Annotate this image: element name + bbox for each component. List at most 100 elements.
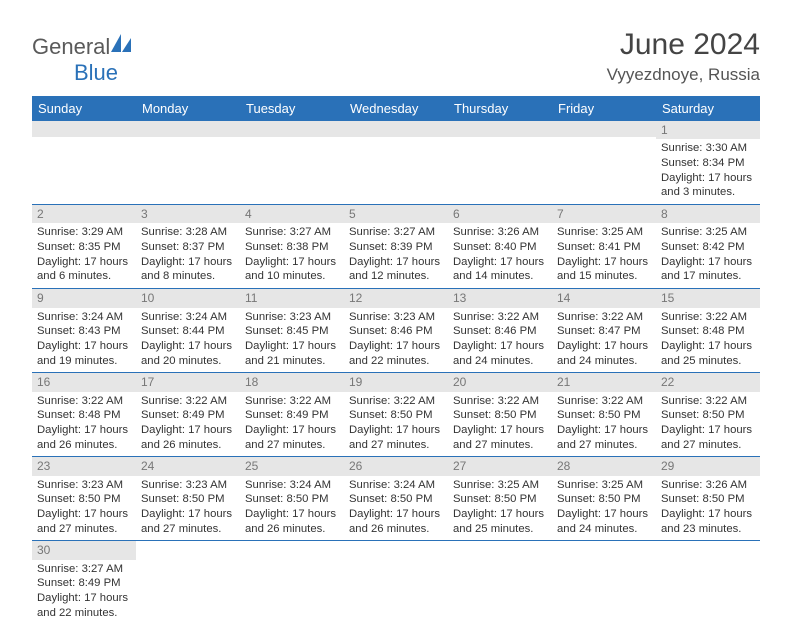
day-info-line: Sunrise: 3:26 AM [453,225,547,240]
day-info-line: Sunset: 8:50 PM [141,492,235,507]
day-number: 24 [136,457,240,475]
location: Vyyezdnoye, Russia [607,65,760,85]
day-info: Sunrise: 3:22 AMSunset: 8:49 PMDaylight:… [240,392,344,457]
day-info-line: Sunset: 8:39 PM [349,240,443,255]
day-info: Sunrise: 3:22 AMSunset: 8:48 PMDaylight:… [656,308,760,373]
calendar-cell: 15Sunrise: 3:22 AMSunset: 8:48 PMDayligh… [656,289,760,373]
day-info-line: Daylight: 17 hours and 6 minutes. [37,255,131,284]
calendar-cell: 10Sunrise: 3:24 AMSunset: 8:44 PMDayligh… [136,289,240,373]
day-info-line: Sunset: 8:50 PM [557,408,651,423]
day-info-line: Sunset: 8:43 PM [37,324,131,339]
calendar-cell: 25Sunrise: 3:24 AMSunset: 8:50 PMDayligh… [240,457,344,541]
day-info-line: Sunrise: 3:27 AM [349,225,443,240]
day-info-line: Sunrise: 3:25 AM [557,225,651,240]
day-number: 1 [656,121,760,139]
day-info-line: Sunset: 8:50 PM [453,492,547,507]
calendar-cell: 28Sunrise: 3:25 AMSunset: 8:50 PMDayligh… [552,457,656,541]
day-info: Sunrise: 3:22 AMSunset: 8:48 PMDaylight:… [32,392,136,457]
day-info-line: Daylight: 17 hours and 24 minutes. [557,507,651,536]
day-info-line: Daylight: 17 hours and 17 minutes. [661,255,755,284]
weekday-header: Tuesday [240,96,344,121]
day-info-line: Sunrise: 3:23 AM [245,310,339,325]
day-info-line: Sunset: 8:47 PM [557,324,651,339]
day-info-line: Daylight: 17 hours and 10 minutes. [245,255,339,284]
weekday-header: Monday [136,96,240,121]
day-info-line: Daylight: 17 hours and 23 minutes. [661,507,755,536]
day-info: Sunrise: 3:22 AMSunset: 8:49 PMDaylight:… [136,392,240,457]
day-info: Sunrise: 3:23 AMSunset: 8:50 PMDaylight:… [32,476,136,541]
day-number: 19 [344,373,448,391]
day-number: 23 [32,457,136,475]
calendar-cell [344,121,448,205]
day-info-line: Daylight: 17 hours and 25 minutes. [453,507,547,536]
day-number: 6 [448,205,552,223]
calendar-cell: 21Sunrise: 3:22 AMSunset: 8:50 PMDayligh… [552,373,656,457]
day-info: Sunrise: 3:28 AMSunset: 8:37 PMDaylight:… [136,223,240,288]
day-info-line: Sunrise: 3:30 AM [661,141,755,156]
day-number: 3 [136,205,240,223]
day-info-line: Sunrise: 3:25 AM [661,225,755,240]
day-info-line: Sunrise: 3:28 AM [141,225,235,240]
day-info-line: Sunset: 8:46 PM [349,324,443,339]
calendar-table: Sunday Monday Tuesday Wednesday Thursday… [32,96,760,624]
day-info-line: Daylight: 17 hours and 26 minutes. [141,423,235,452]
day-info-line: Daylight: 17 hours and 25 minutes. [661,339,755,368]
day-number [32,121,136,137]
calendar-cell: 8Sunrise: 3:25 AMSunset: 8:42 PMDaylight… [656,205,760,289]
day-number [344,121,448,137]
day-info-line: Sunset: 8:50 PM [557,492,651,507]
day-info-line: Sunset: 8:49 PM [37,576,131,591]
day-number [448,121,552,137]
logo-text: GeneralBlue [32,34,133,86]
weekday-header: Thursday [448,96,552,121]
day-info: Sunrise: 3:22 AMSunset: 8:50 PMDaylight:… [344,392,448,457]
weekday-header: Saturday [656,96,760,121]
day-info: Sunrise: 3:25 AMSunset: 8:42 PMDaylight:… [656,223,760,288]
calendar-row: 1 Sunrise: 3:30 AMSunset: 8:34 PMDaylight… [32,121,760,205]
calendar-cell: 22Sunrise: 3:22 AMSunset: 8:50 PMDayligh… [656,373,760,457]
day-info-line: Sunset: 8:41 PM [557,240,651,255]
day-info-line: Daylight: 17 hours and 27 minutes. [37,507,131,536]
calendar-cell [240,121,344,205]
day-info-line: Sunrise: 3:24 AM [245,478,339,493]
day-info-line: Sunrise: 3:22 AM [453,394,547,409]
day-info: Sunrise: 3:26 AMSunset: 8:40 PMDaylight:… [448,223,552,288]
calendar-row: 23Sunrise: 3:23 AMSunset: 8:50 PMDayligh… [32,457,760,541]
day-info-line: Daylight: 17 hours and 8 minutes. [141,255,235,284]
day-number: 20 [448,373,552,391]
day-info-line: Sunrise: 3:22 AM [557,310,651,325]
day-info-line: Daylight: 17 hours and 12 minutes. [349,255,443,284]
day-info-line: Sunrise: 3:27 AM [245,225,339,240]
day-number: 29 [656,457,760,475]
day-number: 28 [552,457,656,475]
day-info-line: Sunset: 8:48 PM [37,408,131,423]
day-number: 14 [552,289,656,307]
day-number: 10 [136,289,240,307]
calendar-cell: 13Sunrise: 3:22 AMSunset: 8:46 PMDayligh… [448,289,552,373]
day-info-line: Sunset: 8:50 PM [453,408,547,423]
calendar-cell: 6Sunrise: 3:26 AMSunset: 8:40 PMDaylight… [448,205,552,289]
day-info-line: Sunrise: 3:29 AM [37,225,131,240]
day-info: Sunrise: 3:25 AMSunset: 8:50 PMDaylight:… [552,476,656,541]
day-info-line: Sunset: 8:34 PM [661,156,755,171]
day-info-line: Sunrise: 3:22 AM [557,394,651,409]
day-number: 5 [344,205,448,223]
calendar-cell [448,121,552,205]
weekday-header-row: Sunday Monday Tuesday Wednesday Thursday… [32,96,760,121]
day-number [552,121,656,137]
day-info-line: Daylight: 17 hours and 22 minutes. [349,339,443,368]
logo-blue: Blue [74,60,118,85]
day-info-line: Daylight: 17 hours and 22 minutes. [37,591,131,620]
day-info-line: Sunset: 8:50 PM [245,492,339,507]
day-number: 22 [656,373,760,391]
day-info: Sunrise: 3:24 AMSunset: 8:50 PMDaylight:… [240,476,344,541]
day-info-line: Sunset: 8:48 PM [661,324,755,339]
day-info-line: Sunset: 8:46 PM [453,324,547,339]
calendar-cell: 27Sunrise: 3:25 AMSunset: 8:50 PMDayligh… [448,457,552,541]
day-info-line: Sunset: 8:37 PM [141,240,235,255]
day-info-line: Daylight: 17 hours and 3 minutes. [661,171,755,200]
day-info-line: Sunrise: 3:22 AM [245,394,339,409]
day-info: Sunrise: 3:27 AMSunset: 8:39 PMDaylight:… [344,223,448,288]
day-info-line: Sunset: 8:50 PM [349,492,443,507]
day-info: Sunrise: 3:22 AMSunset: 8:50 PMDaylight:… [656,392,760,457]
